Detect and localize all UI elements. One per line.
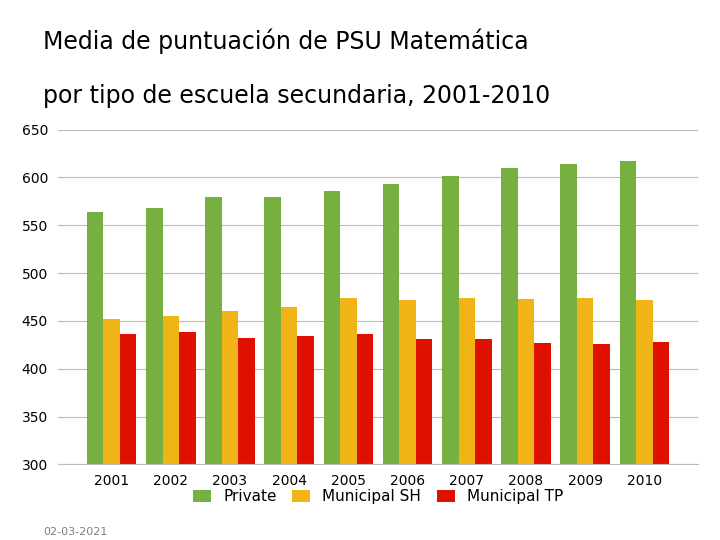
Bar bbox=[619, 161, 636, 540]
Bar bbox=[146, 208, 163, 540]
Bar bbox=[501, 168, 518, 540]
Bar bbox=[653, 342, 670, 540]
Bar bbox=[281, 307, 297, 540]
Bar bbox=[120, 334, 137, 540]
Bar bbox=[534, 343, 551, 540]
Bar bbox=[86, 212, 103, 540]
Bar bbox=[442, 176, 459, 540]
Bar bbox=[297, 336, 314, 540]
Bar bbox=[103, 319, 120, 540]
Bar bbox=[356, 334, 373, 540]
Bar bbox=[323, 191, 340, 540]
Bar bbox=[416, 339, 433, 540]
Bar bbox=[383, 184, 400, 540]
Bar bbox=[340, 298, 356, 540]
Bar bbox=[636, 300, 653, 540]
Bar bbox=[238, 338, 255, 540]
Legend: Private, Municipal SH, Municipal TP: Private, Municipal SH, Municipal TP bbox=[186, 483, 570, 510]
Bar bbox=[163, 316, 179, 540]
Bar bbox=[475, 339, 492, 540]
Bar bbox=[577, 298, 593, 540]
Bar bbox=[593, 344, 610, 540]
Bar bbox=[459, 298, 475, 540]
Text: 02-03-2021: 02-03-2021 bbox=[43, 526, 107, 537]
Bar bbox=[560, 164, 577, 540]
Bar bbox=[400, 300, 416, 540]
Bar bbox=[518, 299, 534, 540]
Text: por tipo de escuela secundaria, 2001-2010: por tipo de escuela secundaria, 2001-201… bbox=[43, 84, 551, 108]
Bar bbox=[222, 312, 238, 540]
Bar bbox=[179, 333, 196, 540]
Bar bbox=[205, 197, 222, 540]
Text: Media de puntuación de PSU Matemática: Media de puntuación de PSU Matemática bbox=[43, 29, 528, 54]
Bar bbox=[264, 197, 281, 540]
